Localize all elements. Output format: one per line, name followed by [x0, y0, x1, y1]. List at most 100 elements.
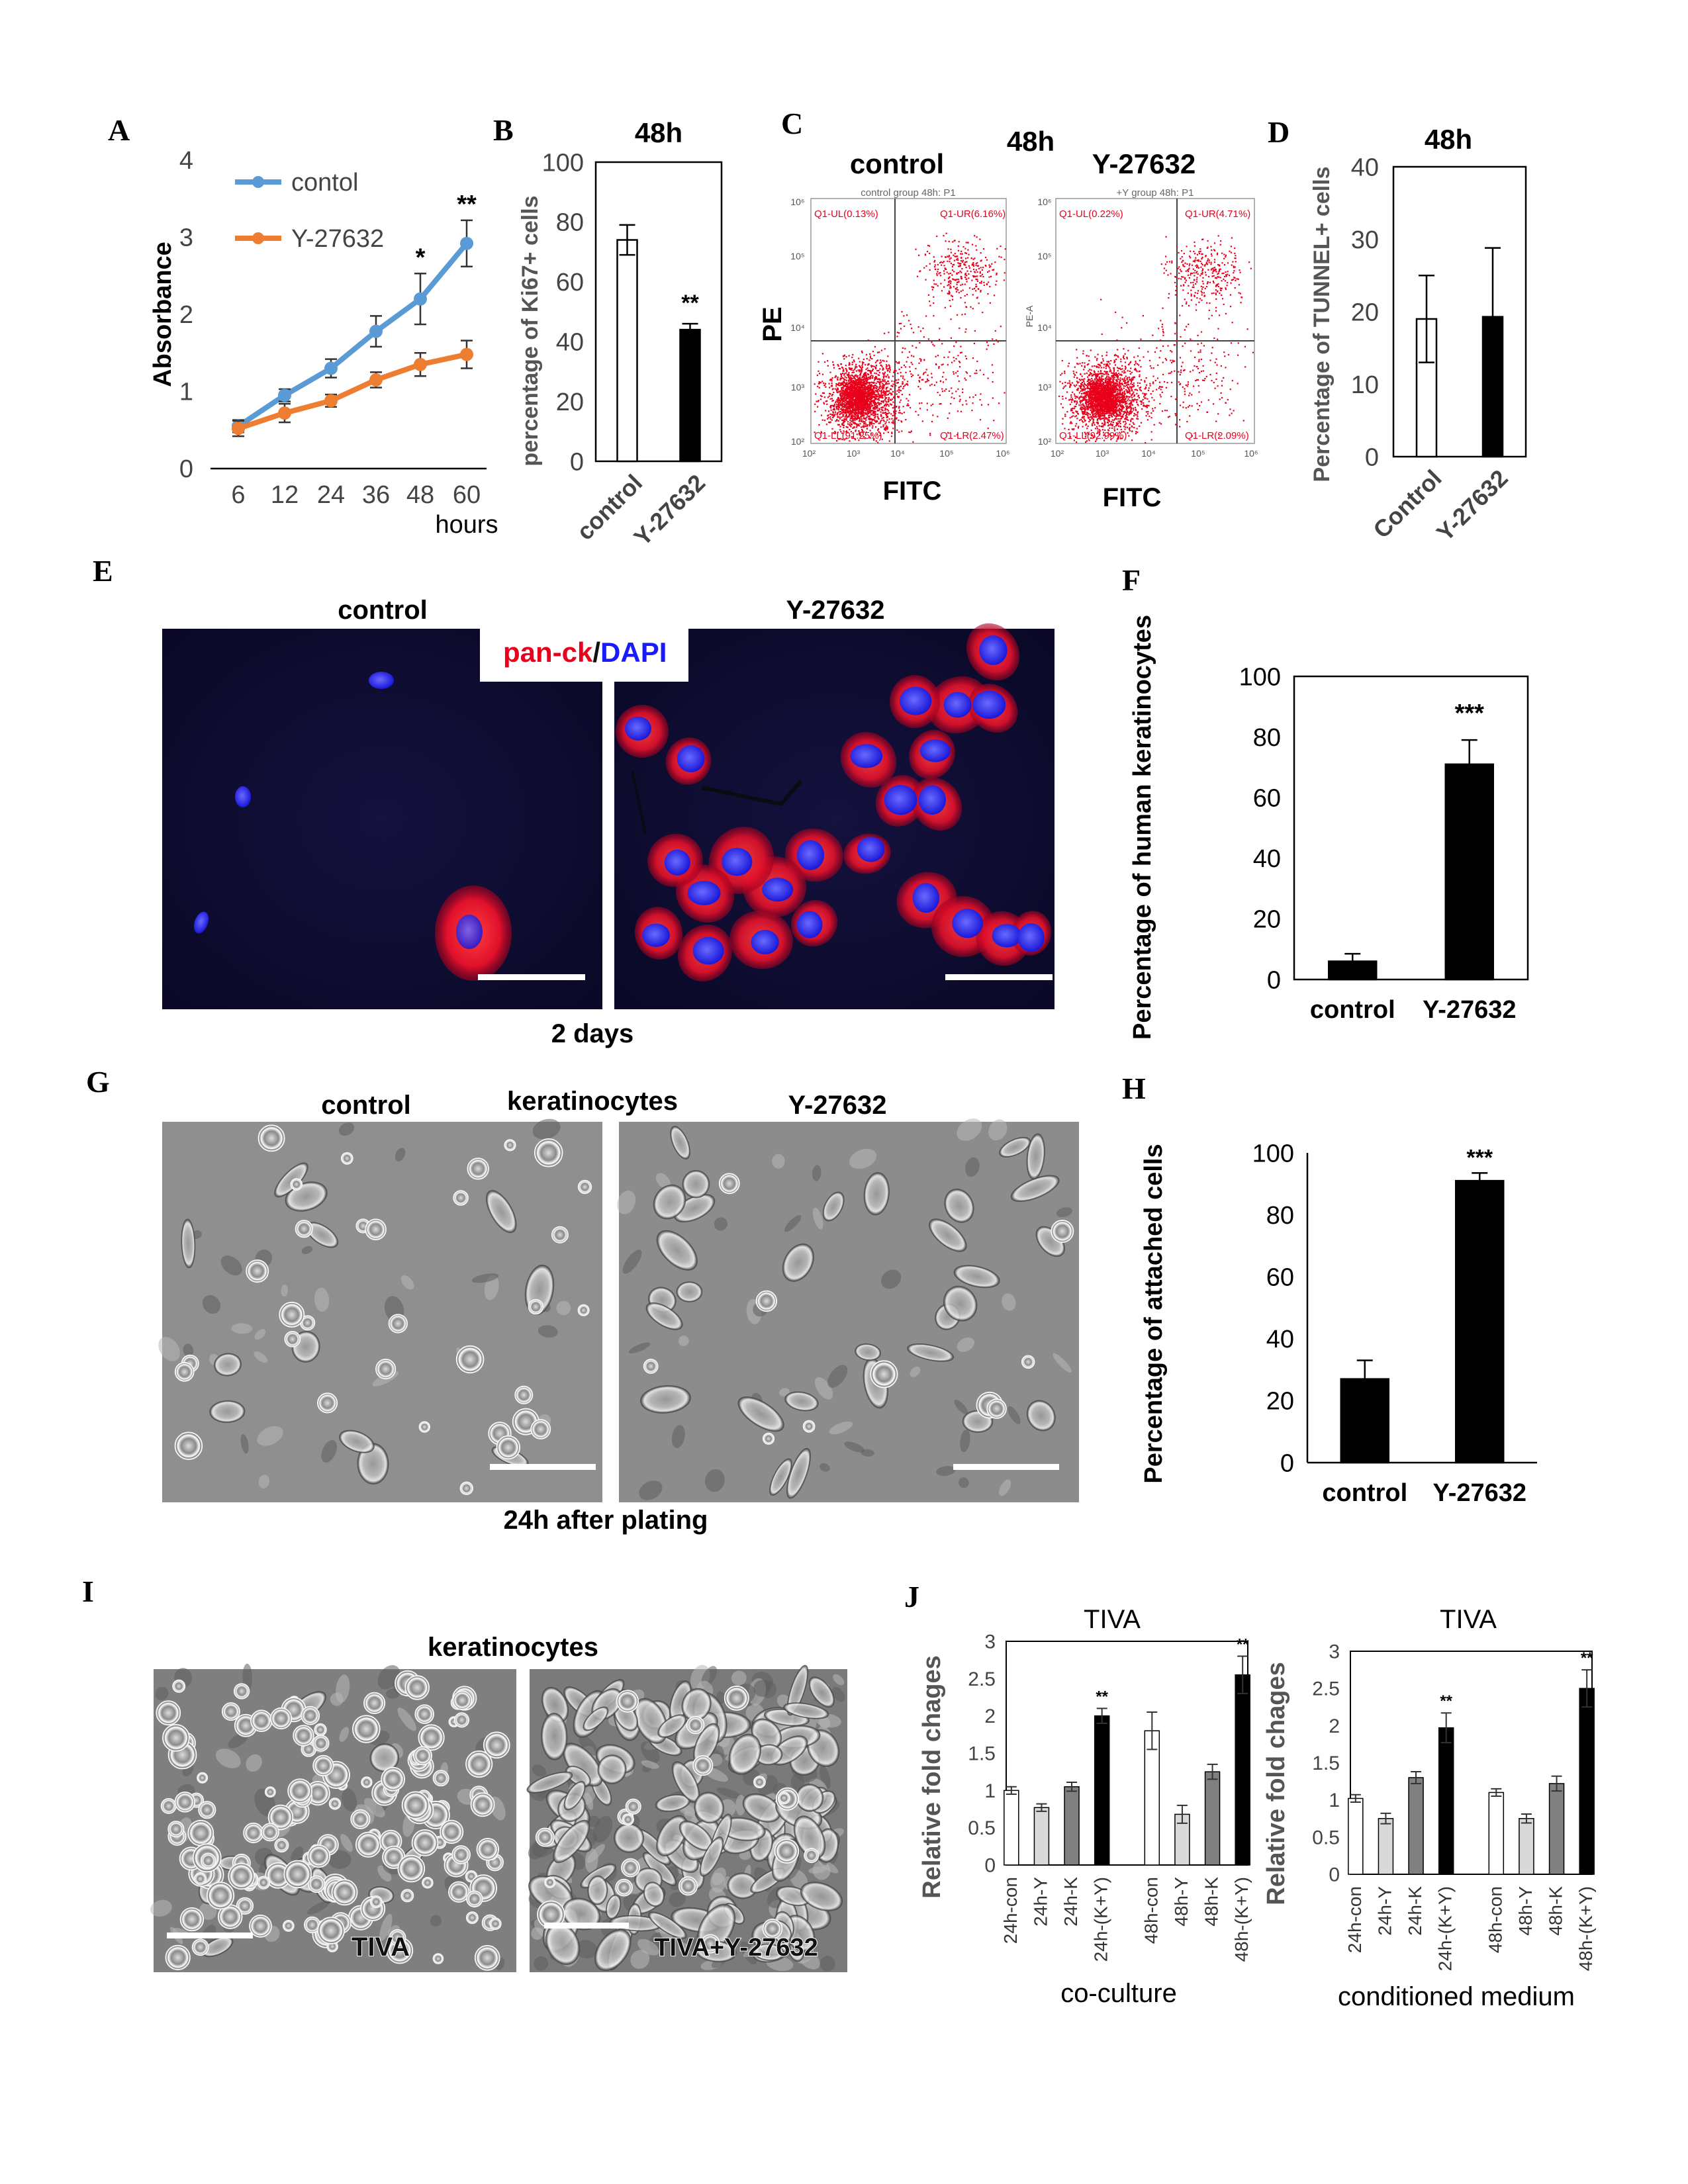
ytick-d-2: 20	[1351, 298, 1379, 326]
phase-control-label: control	[321, 1091, 411, 1120]
panel-letter-j: J	[904, 1580, 919, 1614]
ytick-f-2: 40	[1253, 845, 1281, 873]
xlabel-f-0: control	[1310, 996, 1395, 1024]
errorbar-f-0	[1344, 952, 1361, 970]
annotation-a-1: **	[457, 191, 477, 218]
flow-cytometry-panel: 48h control Y-27632 PE FITC FITC PE-A co…	[758, 126, 1258, 512]
chart-h: Percentage of attached cells	[1140, 1144, 1168, 1483]
ytick-j2-5: 2.5	[1312, 1678, 1340, 1700]
panel-letter-c: C	[781, 107, 803, 140]
chart-j1-ylabel: Relative fold chages	[918, 1655, 946, 1898]
chart-j1-title: TIVA	[1084, 1605, 1141, 1634]
flow-plot-y-header: +Y group 48h: P1	[1117, 187, 1194, 199]
chart-a-legend: contol Y-27632	[235, 169, 384, 253]
flow-ytick-2-2: 10⁴	[1037, 322, 1052, 333]
ytick-d-3: 30	[1351, 226, 1379, 254]
ytick-a-2: 2	[179, 301, 193, 329]
chart-b-title: 48h	[635, 117, 682, 148]
scale-bar-g2	[953, 1464, 1059, 1470]
flow-title: 48h	[1007, 126, 1055, 157]
flow-ytick-1-0: 10²	[791, 436, 805, 447]
chart-j: TIVA TIVA Relative fold chages Relative …	[918, 1605, 1575, 2011]
chart-a: Absorbance hours contol Y-27632	[149, 169, 498, 539]
flow-control-label: control	[850, 148, 944, 179]
ytick-a-3: 3	[179, 224, 193, 252]
xlabel-j2-0: 24h-con	[1344, 1886, 1365, 1953]
flow-ytick-1-3: 10⁵	[790, 251, 804, 261]
ytick-j2-1: 0.5	[1312, 1827, 1340, 1848]
stain-panck: pan-ck	[503, 637, 593, 668]
ytick-f-3: 60	[1253, 785, 1281, 813]
flow-ylabel-pe: PE	[758, 306, 787, 341]
phase-caption: 24h after plating	[504, 1506, 708, 1535]
xlabel-j1-5: 48h-Y	[1171, 1877, 1192, 1927]
ytick-j2-0: 0	[1329, 1864, 1340, 1886]
flow-q-ul-control: Q1-UL(0.13%)	[814, 208, 878, 220]
stain-dapi: DAPI	[600, 637, 667, 668]
chart-d: 48h Percentage of TUNNEL+ cells	[1309, 124, 1472, 482]
errorbar-j1-6	[1207, 1763, 1218, 1780]
ytick-b-5: 100	[542, 149, 584, 177]
xlabel-j2-7: 48h-(K+Y)	[1575, 1886, 1596, 1971]
xtick-a-3: 36	[362, 481, 390, 509]
chart-f-ylabel: Percentage of human keratinocytes	[1129, 615, 1156, 1040]
annotation-j2-3: **	[1440, 1692, 1452, 1710]
flow-q-lr-control: Q1-LR(2.47%)	[940, 430, 1004, 441]
errorbar-j1-0	[1006, 1786, 1017, 1795]
chart-d-ylabel: Percentage of TUNNEL+ cells	[1309, 166, 1335, 482]
point-a-1-5	[460, 347, 473, 361]
bar-h-1	[1455, 1179, 1505, 1464]
flow-q-ll-y: Q1-LL(92.99%)	[1059, 430, 1127, 441]
ytick-h-3: 60	[1266, 1264, 1294, 1292]
bar-j1-1	[1033, 1807, 1050, 1866]
ytick-h-5: 100	[1252, 1140, 1294, 1167]
ytick-f-4: 80	[1253, 724, 1281, 752]
xtick-a-0: 6	[231, 481, 245, 509]
bar-b-1	[679, 328, 701, 463]
chart-f-plot: 0 20 40 60 80 100 control *** Y-27632	[1239, 663, 1529, 1024]
flow-xtick-2-0: 10²	[1051, 448, 1064, 459]
panel-letter-h: H	[1122, 1071, 1146, 1105]
fluor-image-y27632	[614, 623, 1055, 1009]
ytick-j1-6: 3	[984, 1631, 996, 1653]
flow-q-ll-control: Q1-LL(91.25%)	[814, 430, 882, 441]
xlabel-b-1: Y-27632	[628, 469, 710, 551]
ytick-h-1: 20	[1266, 1388, 1294, 1416]
ytick-f-1: 20	[1253, 906, 1281, 934]
flow-dots-y27632	[1058, 235, 1254, 444]
fluor-y-label: Y-27632	[786, 596, 884, 625]
ytick-b-0: 0	[570, 448, 584, 476]
bar-j1-2	[1064, 1786, 1080, 1866]
flow-plot-control: control group 48h: P1 Q1-UL(0.13%) Q1-UR…	[790, 187, 1009, 459]
chart-j2-ylabel: Relative fold chages	[1262, 1662, 1290, 1905]
bar-j2-3	[1438, 1727, 1454, 1875]
flow-ytick-1-1: 10³	[791, 382, 805, 392]
annotation-j2-7: **	[1581, 1649, 1593, 1667]
bar-j2-0	[1348, 1797, 1364, 1875]
ytick-d-0: 0	[1365, 443, 1379, 471]
xlabel-j2-4: 48h-con	[1485, 1886, 1505, 1953]
errorbar-f-1	[1461, 739, 1477, 790]
flow-dots-control	[814, 232, 1006, 443]
phase-i-right-label: TIVA+Y-27632	[654, 1934, 818, 1962]
flow-ytick-2-0: 10²	[1038, 436, 1052, 447]
phase-panel-g: control keratinocytes Y-27632 24h after …	[158, 1087, 1079, 1535]
flow-plot-y27632: +Y group 48h: P1 Q1-UL(0.22%) Q1-UR(4.71…	[1037, 187, 1258, 459]
ytick-f-0: 0	[1267, 966, 1281, 994]
bar-j2-7	[1579, 1688, 1595, 1875]
errorbar-j2-5	[1521, 1813, 1532, 1824]
ytick-b-1: 20	[556, 388, 584, 416]
legend-contol: contol	[291, 169, 358, 197]
errorbar-j1-7	[1237, 1655, 1248, 1694]
chart-b-ylabel: percentage of Ki67+ cells	[518, 195, 543, 466]
chart-j1-plot: 0 0.5 1 1.5 2 2.5 3 24h-con 24h-Y 24h-K ** 24h-(K+Y…	[968, 1631, 1252, 1962]
phase-image-control	[158, 1118, 602, 1502]
phase-cells-tiva-y	[526, 1664, 845, 1972]
flow-xlabel-fitc-2: FITC	[1103, 483, 1162, 512]
phase-image-y27632	[617, 1118, 1079, 1502]
ytick-b-2: 40	[556, 329, 584, 357]
